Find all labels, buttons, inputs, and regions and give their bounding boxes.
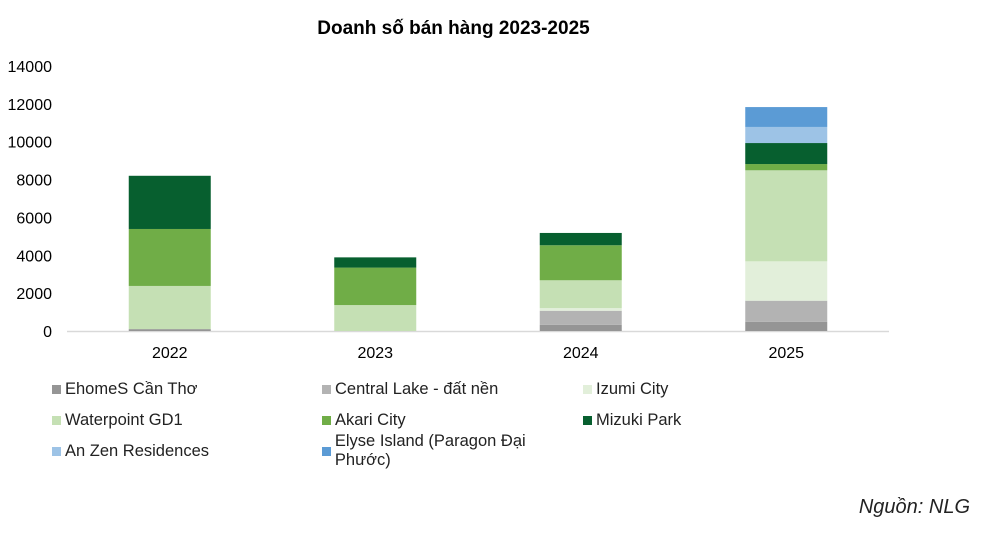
- y-tick-label: 10000: [8, 135, 53, 152]
- legend-item: Akari City: [322, 409, 583, 431]
- legend-item: EhomeS Cần Thơ: [52, 378, 322, 400]
- y-tick-label: 0: [43, 324, 52, 341]
- legend-label: Akari City: [335, 410, 406, 429]
- bar-segment: [745, 143, 828, 165]
- bar-segment: [745, 164, 828, 171]
- legend-item: Izumi City: [583, 378, 853, 400]
- y-tick-label: 8000: [16, 173, 52, 190]
- chart-title: Doanh số bán hàng 2023-2025: [317, 18, 590, 39]
- legend-item: Mizuki Park: [583, 409, 853, 431]
- x-tick-label: 2023: [357, 345, 393, 362]
- bar-segment: [745, 107, 828, 127]
- bar-segment: [334, 267, 417, 306]
- y-tick-label: 4000: [16, 248, 52, 265]
- bar-segment: [128, 228, 211, 286]
- source-note: Nguồn: NLG: [858, 496, 970, 518]
- legend-swatch: [322, 446, 331, 456]
- legend-label: Elyse Island (Paragon Đại Phước): [334, 432, 526, 469]
- legend-swatch: [322, 415, 331, 425]
- legend-label: EhomeS Cần Thơ: [65, 379, 198, 398]
- y-tick-label: 14000: [8, 59, 53, 76]
- bar-segment: [745, 261, 828, 301]
- legend-label: Central Lake - đất nền: [335, 379, 499, 398]
- x-tick-label: 2024: [563, 345, 599, 362]
- stacked-bar-chart: 0 2000 4000 6000 8000 10000 12000 14000 2022 2023…: [8, 59, 889, 362]
- bar-segment: [539, 232, 622, 246]
- bar-segment: [745, 300, 828, 322]
- legend-swatch: [583, 415, 592, 425]
- bar-segment: [128, 329, 211, 331]
- bar-segment: [539, 308, 622, 311]
- bar-segment: [128, 285, 211, 330]
- legend-label: Mizuki Park: [596, 410, 682, 429]
- y-tick-label: 12000: [8, 97, 53, 114]
- legend-item: Waterpoint GD1: [52, 409, 322, 431]
- bar-segment: [539, 310, 622, 325]
- legend-swatch: [52, 446, 61, 456]
- bar-segment: [745, 126, 828, 144]
- legend-item: An Zen Residences: [52, 440, 322, 462]
- y-tick-label: 6000: [16, 210, 52, 227]
- legend-swatch: [322, 384, 331, 394]
- bar-segment: [334, 257, 417, 268]
- chart-legend: EhomeS Cần Thơ Central Lake - đất nền Izum…: [52, 378, 872, 469]
- legend-item: Elyse Island (Paragon Đại Phước): [322, 432, 583, 469]
- bar-segment: [539, 245, 622, 281]
- bar-segment: [745, 321, 828, 331]
- bar-segment: [745, 170, 828, 262]
- x-tick-label: 2022: [152, 345, 188, 362]
- legend-swatch: [583, 384, 592, 394]
- legend-label: An Zen Residences: [65, 441, 209, 460]
- legend-item: Central Lake - đất nền: [322, 378, 583, 400]
- legend-label: Waterpoint GD1: [65, 410, 183, 429]
- legend-label: Izumi City: [596, 379, 669, 398]
- x-tick-label: 2025: [768, 345, 804, 362]
- legend-swatch: [52, 415, 61, 425]
- bar-segment: [334, 305, 417, 331]
- bar-segment: [539, 324, 622, 331]
- legend-swatch: [52, 384, 61, 394]
- bar-segment: [539, 280, 622, 309]
- bar-segment: [128, 175, 211, 229]
- y-tick-label: 2000: [16, 286, 52, 303]
